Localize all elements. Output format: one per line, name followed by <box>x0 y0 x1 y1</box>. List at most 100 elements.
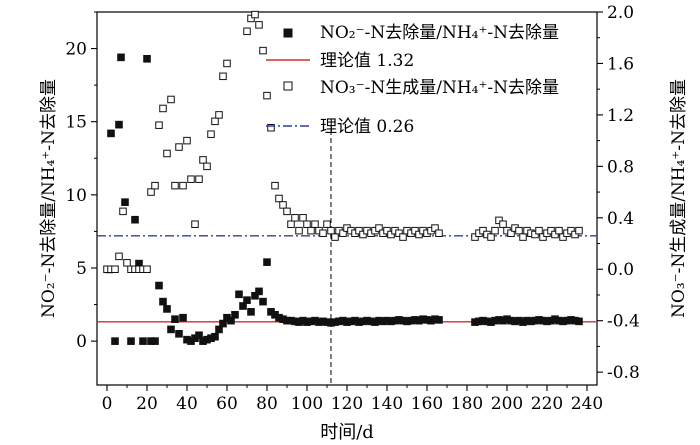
data-point-no3-ratio <box>307 226 315 235</box>
data-point-no3-ratio <box>219 72 227 81</box>
data-point-no3-ratio <box>207 130 215 138</box>
data-point-no2-ratio <box>255 287 263 296</box>
data-point-no3-ratio <box>479 226 487 235</box>
data-point-no2-ratio <box>259 297 267 306</box>
data-point-no3-ratio <box>499 220 507 228</box>
data-point-no3-ratio <box>399 233 407 241</box>
data-point-no3-ratio <box>267 124 275 132</box>
data-point-no3-ratio <box>303 220 311 228</box>
data-point-no3-ratio <box>115 252 123 261</box>
data-point-no2-ratio <box>163 305 171 313</box>
y-left-axis-title: NO₂⁻-N去除量/NH₄⁺-N去除量 <box>39 79 59 318</box>
x-axis-title: 时间/d <box>320 422 374 443</box>
x-tick-label: 20 <box>136 394 158 414</box>
data-point-no3-ratio <box>319 229 327 237</box>
data-point-no2-ratio <box>151 337 159 345</box>
data-point-no2-ratio <box>239 302 247 310</box>
data-point-no3-ratio <box>535 226 543 235</box>
y-right-tick-label: 2.0 <box>607 3 634 23</box>
y-left-tick-label: 5 <box>76 259 87 279</box>
data-point-no2-ratio <box>195 331 203 340</box>
legend-marker-open-square <box>283 81 293 91</box>
data-point-no3-ratio <box>271 181 279 190</box>
data-point-no3-ratio <box>111 265 119 273</box>
y-right-tick-label: 1.6 <box>607 54 634 74</box>
data-point-no3-ratio <box>275 194 283 203</box>
data-point-no3-ratio <box>339 229 347 237</box>
data-point-no3-ratio <box>163 149 171 158</box>
axes: 0 20 40 60 80 100 120 140 160 180 200 220 240 0 5 10 15 2… <box>39 3 689 443</box>
data-point-no3-ratio <box>375 224 383 232</box>
data-point-no3-ratio <box>203 162 211 171</box>
data-point-no3-ratio <box>255 21 263 29</box>
legend-label-no3: NO₃⁻-N生成量/NH₄⁺-N去除量 <box>320 78 559 98</box>
data-series <box>103 10 583 345</box>
data-point-no2-ratio <box>155 281 163 290</box>
data-point-no3-ratio <box>491 226 499 235</box>
data-point-no2-ratio <box>243 296 251 304</box>
data-point-no3-ratio <box>495 216 503 225</box>
x-tick-label: 120 <box>331 394 363 414</box>
data-point-no3-ratio <box>159 104 167 113</box>
data-point-no3-ratio <box>359 230 367 239</box>
data-point-no3-ratio <box>251 10 259 19</box>
data-point-no2-ratio <box>235 290 243 299</box>
data-point-no3-ratio <box>431 224 439 232</box>
data-point-no3-ratio <box>243 27 251 36</box>
legend-marker-filled-square <box>283 28 293 38</box>
data-point-no3-ratio <box>555 226 563 235</box>
data-point-no3-ratio <box>167 95 175 104</box>
data-point-no3-ratio <box>539 233 547 241</box>
data-point-no2-ratio <box>263 258 271 266</box>
data-point-no2-ratio <box>215 325 223 334</box>
data-point-no3-ratio <box>175 143 183 151</box>
data-point-no3-ratio <box>411 226 419 235</box>
data-point-no2-ratio <box>117 53 125 62</box>
data-point-no3-ratio <box>151 181 159 190</box>
data-point-no2-ratio <box>247 308 255 316</box>
data-point-no3-ratio <box>331 233 339 241</box>
data-point-no3-ratio <box>123 259 131 267</box>
data-point-no2-ratio <box>143 55 151 63</box>
y-right-axis-title: NO₃⁻-N生成量/NH₄⁺-N去除量 <box>669 79 689 318</box>
data-point-no2-ratio <box>127 337 135 345</box>
data-point-no2-ratio <box>167 325 175 334</box>
data-point-no3-ratio <box>551 230 559 239</box>
data-point-no3-ratio <box>155 121 163 129</box>
data-point-no2-ratio <box>211 332 219 341</box>
data-point-no3-ratio <box>547 226 555 235</box>
legend-label-no2: NO₂⁻-N去除量/NH₄⁺-N去除量 <box>320 23 559 43</box>
data-point-no3-ratio <box>147 188 155 196</box>
data-point-no3-ratio <box>279 201 287 209</box>
data-point-no3-ratio <box>215 111 223 119</box>
data-point-no2-ratio <box>139 337 147 345</box>
data-point-no3-ratio <box>531 230 539 239</box>
data-point-no2-ratio <box>107 129 115 138</box>
data-point-no3-ratio <box>283 207 291 216</box>
data-point-no3-ratio <box>299 214 307 222</box>
data-point-no3-ratio <box>395 229 403 237</box>
data-point-no2-ratio <box>111 337 119 345</box>
data-point-no2-ratio <box>171 315 179 323</box>
data-point-no3-ratio <box>415 230 423 239</box>
x-tick-label: 200 <box>491 394 523 414</box>
x-tick-label: 0 <box>102 394 113 414</box>
x-tick-label: 160 <box>411 394 443 414</box>
data-point-no3-ratio <box>295 226 303 235</box>
data-point-no2-ratio <box>227 316 235 325</box>
data-point-no3-ratio <box>179 181 187 190</box>
data-point-no2-ratio <box>575 317 583 326</box>
data-point-no3-ratio <box>211 117 219 126</box>
legend-label-theory-132: 理论值 1.32 <box>320 51 414 71</box>
data-point-no3-ratio <box>383 226 391 235</box>
data-point-no3-ratio <box>191 220 199 228</box>
x-tick-label: 100 <box>291 394 323 414</box>
y-right-tick-label: 0.8 <box>607 157 634 177</box>
x-tick-label: 240 <box>571 394 603 414</box>
data-point-no2-ratio <box>131 215 139 224</box>
data-point-no3-ratio <box>199 156 207 164</box>
y-left-tick-label: 15 <box>65 113 87 133</box>
data-point-no3-ratio <box>119 207 127 216</box>
data-point-no2-ratio <box>115 120 123 129</box>
